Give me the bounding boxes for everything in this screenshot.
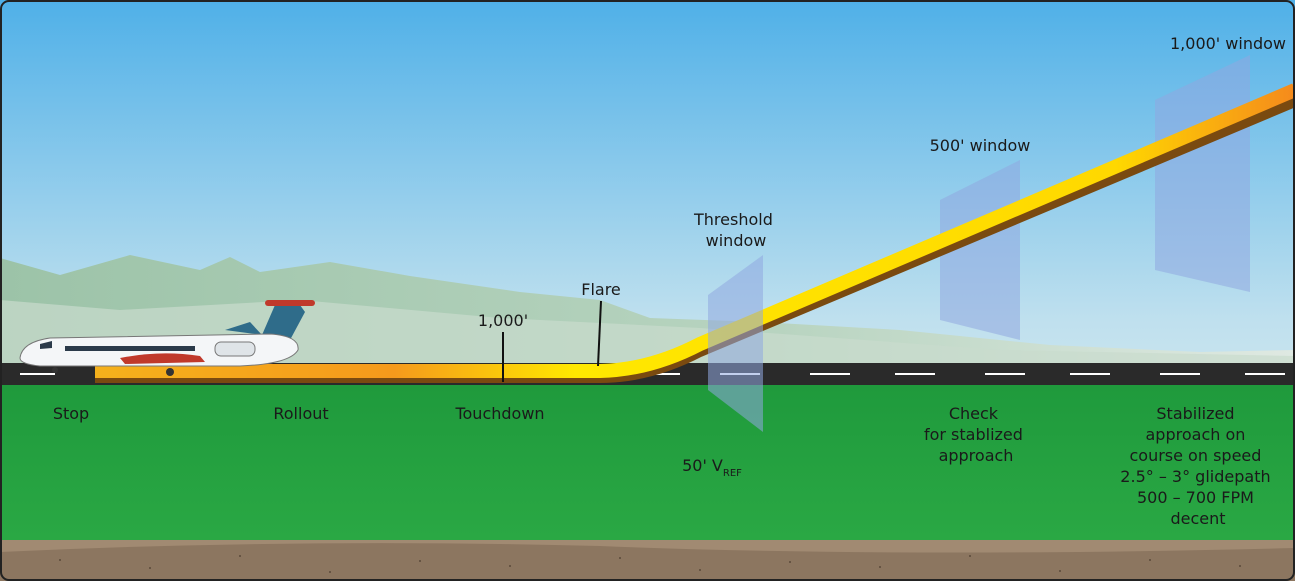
label: 50' VREF: [682, 456, 742, 479]
flare-marker: [597, 300, 602, 367]
hills-front: [0, 300, 1295, 365]
label-main: 50' V: [682, 456, 723, 475]
label-line: window: [706, 231, 767, 250]
label: Touchdown: [454, 404, 544, 423]
label-line: approach: [939, 446, 1014, 465]
label: 1,000': [478, 311, 528, 330]
window-500: [940, 160, 1020, 340]
label-line: Threshold: [693, 210, 773, 229]
label: Flare: [581, 280, 621, 299]
label-line: 500 – 700 FPM: [1137, 488, 1254, 507]
label-line: approach on: [1146, 425, 1246, 444]
label-line: for stablized: [924, 425, 1023, 444]
label: Check for stablized approach: [924, 404, 1028, 465]
label-line: Stabilized: [1156, 404, 1234, 423]
label-line: Check: [949, 404, 999, 423]
label-sub: REF: [723, 468, 742, 479]
label: Stabilized approach on course on speed 2…: [1120, 404, 1275, 528]
label: Rollout: [273, 404, 328, 423]
flight-path-shadow: [95, 97, 1295, 383]
flight-path: [95, 83, 1295, 378]
airplane: [19, 300, 315, 376]
label: Threshold window: [693, 210, 778, 250]
threshold-window: [708, 255, 763, 432]
label-line: decent: [1170, 509, 1225, 528]
label-line: 2.5° – 3° glidepath: [1120, 467, 1270, 486]
grass: [0, 385, 1295, 540]
label-line: course on speed: [1129, 446, 1261, 465]
soil-dots: [59, 555, 1241, 573]
label: 500' window: [930, 136, 1031, 155]
label: Stop: [53, 404, 89, 423]
label: 1,000' window: [1170, 34, 1286, 53]
soil-layer: [0, 540, 1295, 553]
